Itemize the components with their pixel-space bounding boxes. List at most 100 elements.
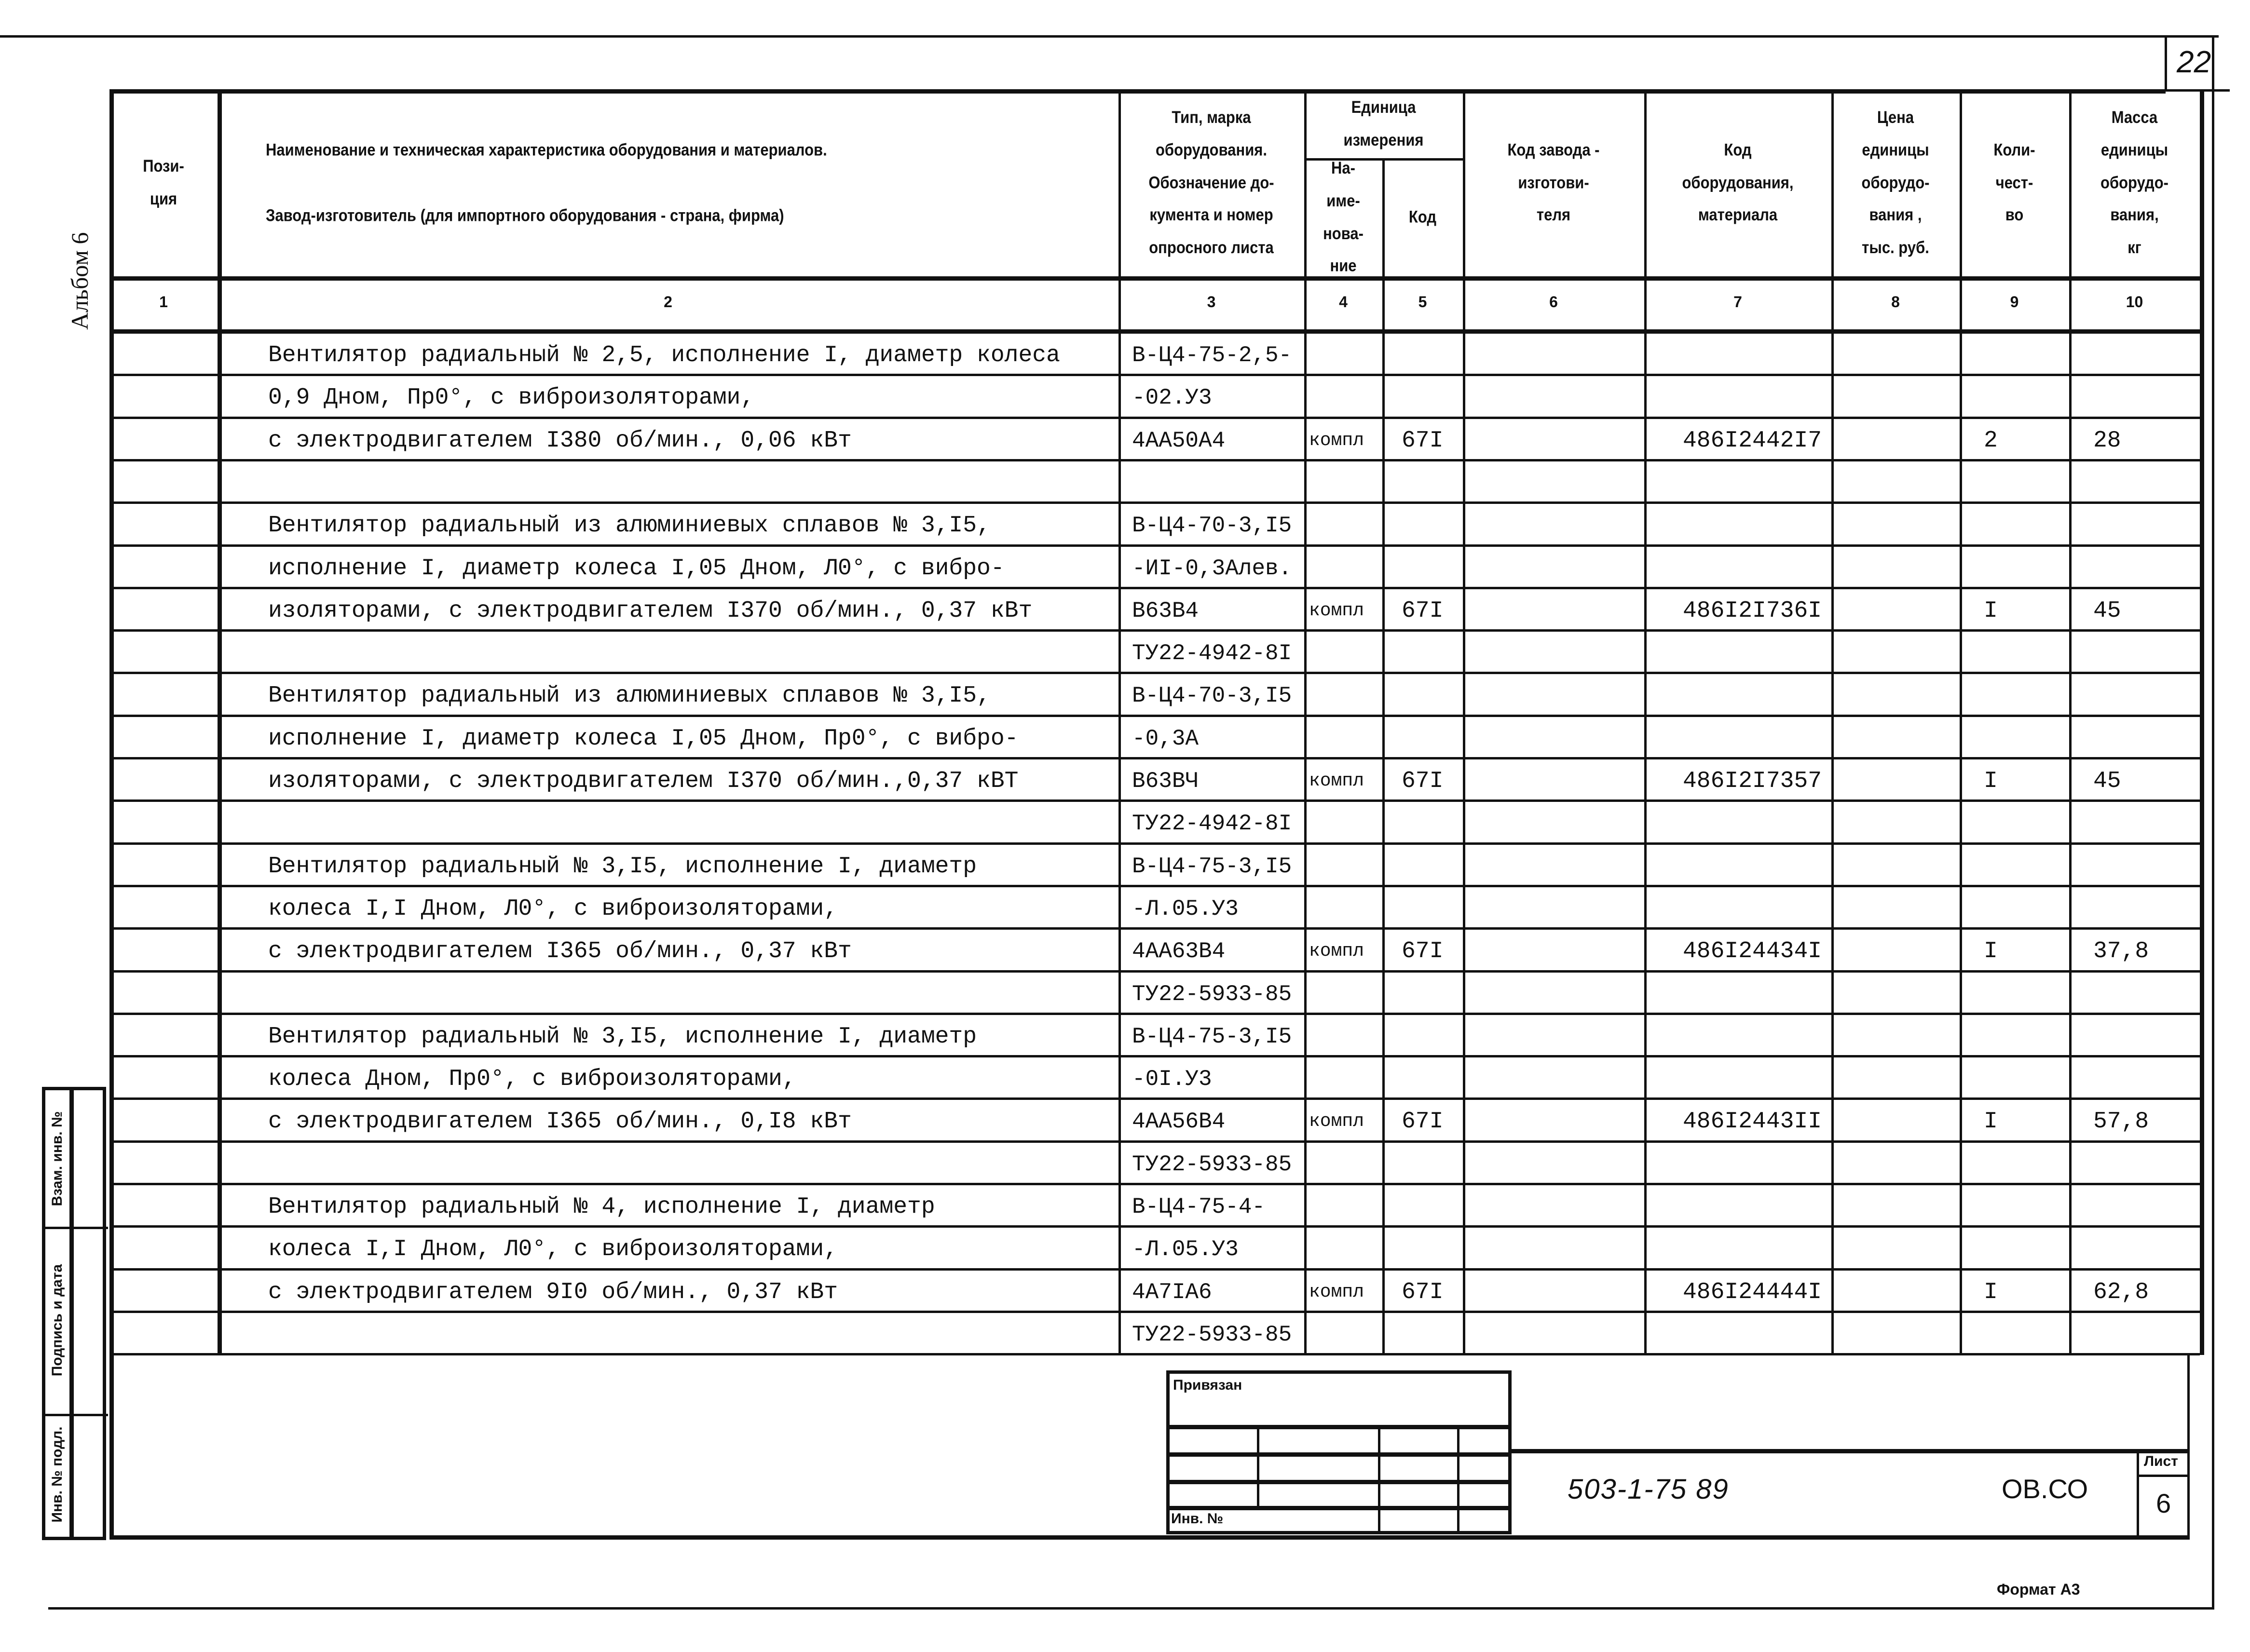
column-line [1304,89,1307,1355]
header-text: материала [1698,205,1778,225]
header-text: единицы [1862,140,1929,160]
header-col10: Масса единицы оборудо-вания, кг [2069,75,2200,290]
header-text: опросного листа [1149,238,1274,257]
row-line [109,629,2200,632]
inventory-label: Инв. № [1171,1511,1224,1527]
page-number: 22 [2177,44,2211,79]
row-line [109,1097,2200,1100]
unit-name: компл [1309,600,1364,621]
column-number: 10 [2126,293,2143,311]
frame-bottom-line [48,1607,2214,1610]
column-line [1960,89,1962,1355]
column-number: 8 [1891,293,1900,311]
column-line [1118,89,1121,1355]
item-type: -Л.05.У3 [1132,1237,1239,1262]
unit-code: 67I [1402,1109,1444,1135]
item-type: В-Ц4-75-3,I5 [1132,1024,1292,1049]
header-col7: Код оборудования, материала [1644,75,1831,290]
item-type: В-Ц4-70-3,I5 [1132,513,1292,538]
item-description: с электродвигателем I365 об/мин., 0,37 к… [268,938,852,964]
row-line [109,417,2200,419]
item-description: 0,9 Дном, Пр0°, с виброизоляторами, [268,385,755,411]
header-col2: Наименование и техническая характеристик… [218,75,1118,290]
row-line [109,459,2200,461]
title-row-line [1166,1425,1512,1429]
title-row-line [1166,1506,1512,1510]
unit-mass: 45 [2093,598,2121,624]
item-type: ТУ22-4942-8I [1132,641,1292,666]
header-text: во [2005,205,2024,225]
frame-top-line [0,35,2219,38]
row-line [109,1183,2200,1185]
table-top-line [109,89,2166,94]
quantity: I [1984,598,1998,624]
row-line [109,1013,2200,1015]
item-type: 4АА50А4 [1132,428,1226,453]
column-number: 5 [1418,293,1427,311]
item-type: -ИI-0,3Алев. [1132,556,1292,581]
column-line [1831,89,1834,1355]
side-stamp-line [45,1227,108,1229]
item-type: -0I.У3 [1132,1067,1212,1092]
row-line [109,672,2200,674]
side-stamp: Взам. инв. № Подпись и дата Инв. № подл. [42,1087,108,1540]
equipment-code: 486I2442I7 [1683,428,1822,454]
item-description: исполнение I, диаметр колеса I,05 Дном, … [268,726,1019,752]
header-text: единицы [2100,140,2168,160]
item-type: В63В4 [1132,598,1199,623]
frame-right-line [2212,35,2214,1608]
header-text: ние [1330,256,1357,276]
quantity: I [1984,768,1998,794]
unit-mass: 37,8 [2093,938,2149,964]
unit-mass: 62,8 [2093,1279,2149,1305]
column-number: 4 [1339,293,1348,311]
title-col-line [1378,1425,1380,1533]
row-line [109,1140,2200,1143]
header-col8: Цена единицы оборудо-вания , тыс. руб. [1831,75,1960,290]
header-text: оборудо- [1861,172,1930,192]
header-text: Коли- [1993,140,2035,160]
title-col-line [1457,1425,1459,1533]
unit-code: 67I [1402,598,1444,624]
unit-mass: 28 [2093,428,2121,454]
header-text: Наименование и техническая характеристик… [266,140,827,160]
item-type: В-Ц4-75-2,5- [1132,343,1292,368]
row-line [109,587,2200,589]
page-number-box: 22 [2165,35,2230,92]
unit-code: 67I [1402,768,1444,794]
sheet-box-line [2137,1449,2139,1536]
document-number: 503-1-75 89 [1568,1474,1729,1505]
quantity: I [1984,938,1998,964]
header-text: тыс. руб. [1862,238,1929,257]
header-text: ция [150,189,177,208]
row-line [109,501,2200,504]
item-type: В63ВЧ [1132,769,1199,794]
header-col9: Коли-чест-во [1960,75,2069,290]
equipment-code: 486I24444I [1683,1279,1822,1305]
item-description: колеса I,I Дном, Л0°, с виброизоляторами… [268,896,838,922]
row-line [109,715,2200,717]
header-text: оборудо- [2100,172,2168,192]
column-number: 9 [2010,293,2019,311]
item-type: В-Ц4-75-4- [1132,1194,1266,1219]
album-label: Альбом 6 [66,232,93,330]
column-number: 7 [1733,293,1742,311]
unit-mass: 45 [2093,768,2121,794]
side-stamp-label: Инв. № подл. [49,1426,65,1523]
header-text: вания, [2110,205,2159,225]
item-description: Вентилятор радиальный № 3,I5, исполнение… [268,853,977,880]
frame-left-line [109,1353,114,1537]
item-description: Вентилятор радиальный из алюминиевых спл… [268,683,991,709]
quantity: I [1984,1279,1998,1305]
row-line [109,544,2200,547]
title-col-line [1257,1425,1259,1507]
unit-name: компл [1309,1111,1364,1132]
column-line [218,89,222,1355]
side-stamp-line [45,1414,108,1416]
table-bottom-line [109,1535,2190,1540]
header-col1: Пози-ция [109,75,218,290]
item-description: изоляторами, с электродвигателем I370 об… [268,768,1019,794]
unit-name: компл [1309,771,1364,791]
item-type: -0,3А [1132,726,1199,751]
row-line [109,1055,2200,1057]
